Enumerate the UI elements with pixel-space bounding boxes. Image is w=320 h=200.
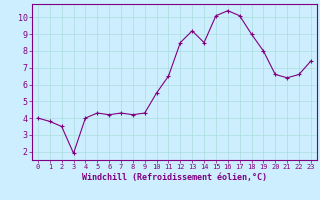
- X-axis label: Windchill (Refroidissement éolien,°C): Windchill (Refroidissement éolien,°C): [82, 173, 267, 182]
